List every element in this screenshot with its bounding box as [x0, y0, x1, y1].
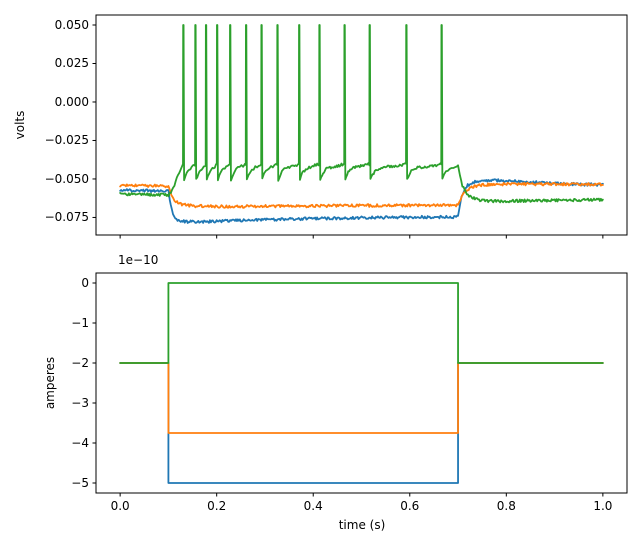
y-tick-label: −0.075 [44, 210, 89, 225]
y-tick-label: −1 [71, 316, 89, 330]
series-cell1-voltage-blue [119, 178, 604, 224]
x-tick-label: 0.0 [110, 499, 130, 513]
axes-frame [95, 14, 628, 236]
x-axis-label: time (s) [338, 518, 386, 532]
y-tick-label: −0.050 [44, 171, 89, 186]
y-tick-label: 0 [81, 276, 89, 290]
x-tick-label: 0.2 [207, 499, 227, 513]
series-cell1-current-blue [119, 362, 604, 484]
bottom-y-axis-label: amperes [43, 356, 57, 410]
series-cell3-voltage-green-spiking [119, 24, 604, 204]
y-tick-label: −5 [71, 476, 89, 490]
series-cell2-current-orange [119, 362, 604, 434]
y-tick-label: 0.000 [54, 94, 89, 109]
y-tick-label: −2 [71, 356, 89, 370]
y-tick-label: −3 [71, 396, 89, 410]
x-tick-label: 1.0 [593, 499, 613, 513]
bottom-axis-offset-label: 1e−10 [118, 253, 159, 267]
top-y-axis-label: volts [13, 110, 27, 140]
y-tick-label: −0.025 [44, 133, 89, 148]
series-cell3-current-green [119, 282, 604, 364]
y-tick-label: 0.050 [54, 18, 89, 32]
x-tick-label: 0.8 [496, 499, 516, 513]
x-tick-label: 0.4 [303, 499, 323, 513]
y-tick-label: −4 [71, 436, 89, 450]
axes-frame [95, 272, 628, 494]
x-tick-label: 0.6 [400, 499, 420, 513]
y-tick-label: 0.025 [54, 56, 89, 71]
series-cell2-voltage-orange [119, 181, 604, 209]
